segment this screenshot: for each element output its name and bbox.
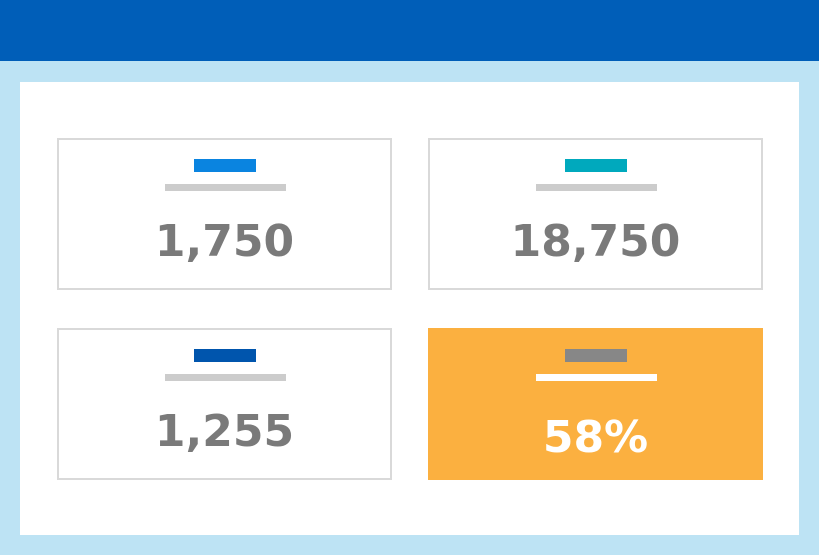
- card-label-placeholder: [164, 184, 286, 191]
- card-label-placeholder: [164, 374, 286, 381]
- kpi-card: 1,750: [57, 138, 392, 290]
- card-accent: [193, 159, 256, 172]
- card-accent: [193, 349, 256, 362]
- card-label-placeholder: [535, 374, 657, 381]
- kpi-card-highlight: 58%: [428, 328, 763, 480]
- kpi-value: 18,750: [510, 216, 681, 267]
- card-label-placeholder: [535, 184, 657, 191]
- header-bar: [0, 0, 819, 61]
- kpi-value: 1,255: [154, 406, 295, 457]
- kpi-value: 58%: [542, 412, 649, 463]
- card-accent: [564, 159, 627, 172]
- card-accent: [564, 349, 627, 362]
- dashboard-panel: 1,750 18,750 1,255 58%: [20, 82, 799, 535]
- kpi-card: 18,750: [428, 138, 763, 290]
- kpi-card: 1,255: [57, 328, 392, 480]
- kpi-value: 1,750: [154, 216, 295, 267]
